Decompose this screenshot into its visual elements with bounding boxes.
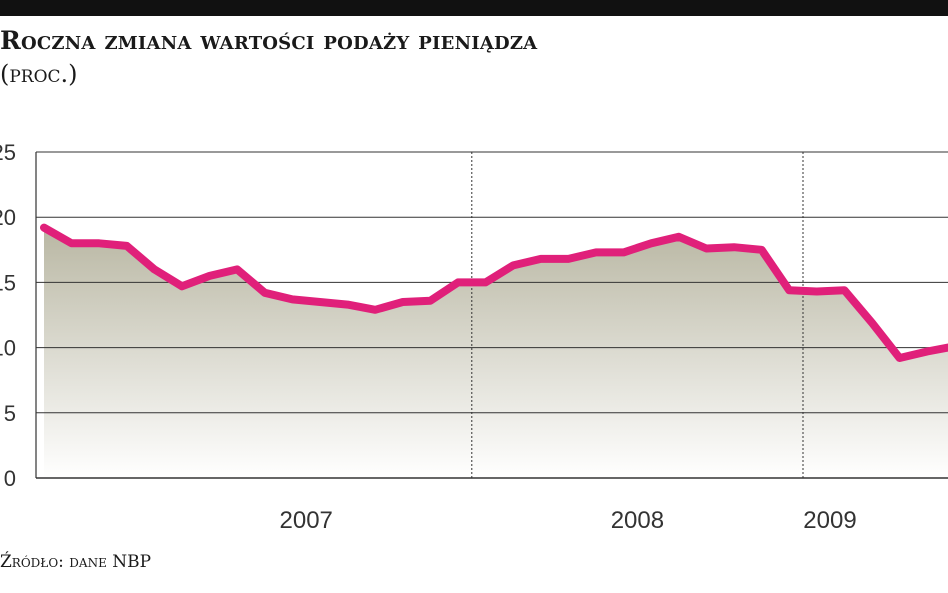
series-line [40,223,948,362]
y-tick-label: 25 [0,140,16,165]
y-tick-label: 0 [4,466,16,491]
top-bar [0,0,948,16]
y-tick-label: 5 [4,401,16,426]
chart-subtitle: (proc.) [0,60,78,88]
x-tick-label: 2009 [803,507,856,534]
y-tick-label: 15 [0,270,16,295]
source-note: Źródło: dane NBP [0,552,152,572]
x-tick-label: 2007 [280,507,333,534]
chart-title: Roczna zmiana wartości podaży pieniądza [0,26,538,55]
y-tick-label: 20 [0,205,16,230]
x-tick-label: 2008 [611,507,664,534]
area-fill [44,227,948,478]
y-tick-label: 10 [0,336,16,361]
